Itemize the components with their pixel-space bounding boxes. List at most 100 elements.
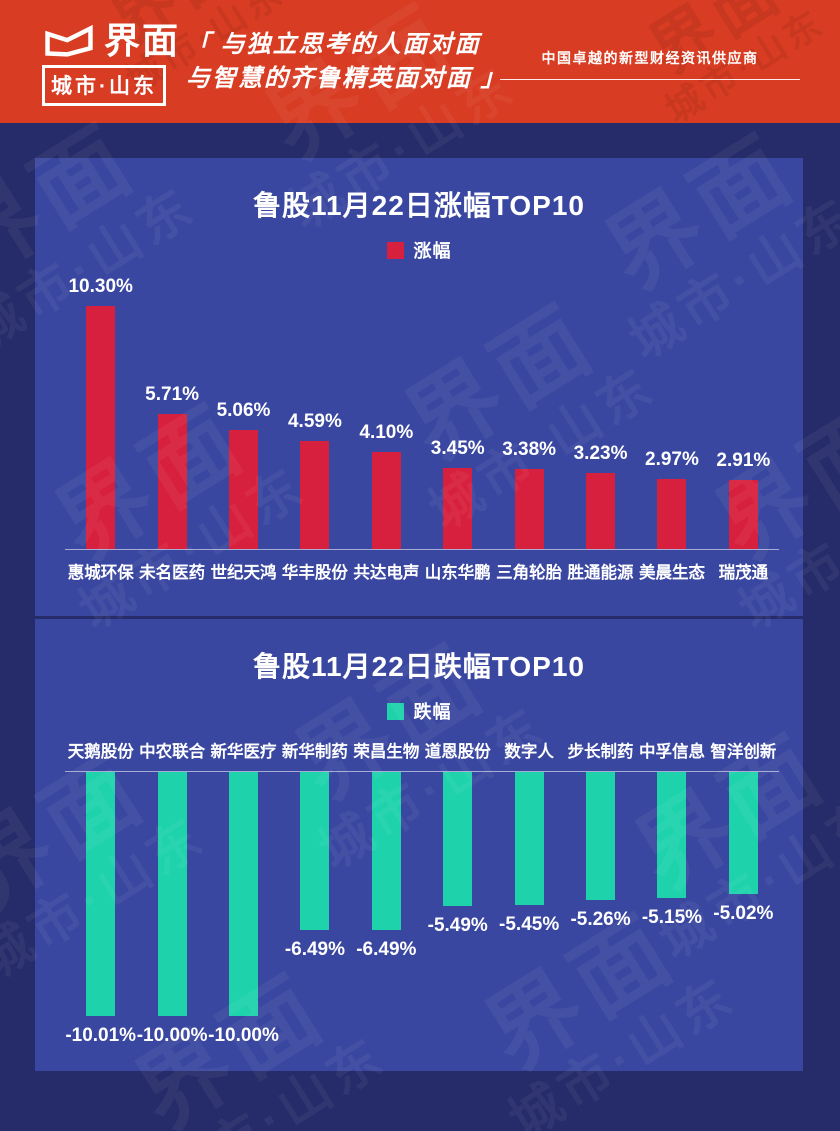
gainers-legend: 涨幅	[35, 237, 803, 263]
bar-value-label: -5.15%	[641, 907, 703, 928]
category-label: 中孚信息	[638, 743, 705, 761]
bar-slot: -5.26%	[565, 772, 636, 1060]
bar-slot: -5.02%	[708, 772, 779, 1060]
category-label: 瑞茂通	[718, 564, 769, 582]
category-label: 山东华鹏	[424, 564, 491, 582]
bar	[514, 469, 544, 549]
gainers-legend-swatch	[386, 241, 404, 259]
category-label: 美晨生态	[638, 564, 705, 582]
losers-legend-label: 跌幅	[413, 702, 452, 722]
category-label: 华丰股份	[281, 564, 348, 582]
header-quote: 「 与独立思考的人面对面 与智慧的齐鲁精英面对面 」	[186, 28, 507, 96]
bar-slot: 5.71%	[136, 271, 207, 549]
bar	[86, 306, 116, 549]
category-label: 数字人	[504, 743, 554, 761]
losers-category-axis: 天鹅股份 中农联合 新华医疗 新华制药 荣昌生物 道恩股份 数字人 步长制药 中孚信息 智洋创新	[35, 738, 803, 771]
bar	[728, 772, 758, 894]
losers-chart-title: 鲁股11月22日跌幅TOP10	[253, 651, 585, 682]
gainers-category-axis: 惠城环保 未名医药 世纪天鸿 华丰股份 共达电声 山东华鹏 三角轮胎 胜通能源 美晨生态 瑞茂通	[35, 550, 803, 583]
category-label: 新华制药	[281, 743, 348, 761]
category-label: 三角轮胎	[496, 564, 563, 582]
category-label: 世纪天鸿	[210, 564, 277, 582]
category-label: 道恩股份	[424, 743, 491, 761]
bar	[443, 468, 473, 549]
bar-slot: 3.45%	[422, 271, 493, 549]
bar	[86, 772, 116, 1016]
bar-value-label: 5.71%	[145, 384, 200, 405]
category-label: 新华医疗	[210, 743, 277, 761]
bar-slot: -10.01%	[65, 772, 136, 1060]
bar-value-label: -5.45%	[499, 914, 560, 935]
bar-value-label: -10.00%	[136, 1025, 208, 1046]
bar	[371, 772, 401, 930]
gainers-axis-line	[65, 549, 779, 550]
bar-value-label: -6.49%	[284, 939, 346, 960]
bar-slot: -10.00%	[136, 772, 208, 1060]
bar-slot: -5.15%	[636, 772, 707, 1060]
bar-value-label: 3.45%	[430, 438, 485, 459]
bar-value-label: -10.01%	[65, 1025, 137, 1046]
bar-value-label: -5.02%	[713, 903, 774, 924]
bar-slot: 4.59%	[279, 271, 350, 549]
losers-axis-line	[65, 771, 779, 772]
bar-value-label: 2.97%	[645, 449, 699, 470]
bar	[657, 479, 687, 549]
bar-slot: 4.10%	[351, 271, 422, 549]
bar-value-label: -5.26%	[570, 909, 631, 930]
quote-line-2: 与智慧的齐鲁精英面对面 」	[186, 65, 507, 92]
bar-slot: 5.06%	[208, 271, 279, 549]
category-label: 天鹅股份	[67, 743, 134, 761]
category-label: 共达电声	[353, 564, 420, 582]
bar	[157, 414, 187, 549]
losers-legend-swatch	[386, 702, 404, 720]
bar-value-label: 4.10%	[359, 422, 414, 443]
category-label: 中农联合	[139, 743, 206, 761]
category-label: 胜通能源	[567, 564, 634, 582]
category-label: 惠城环保	[67, 564, 134, 582]
bar-value-label: 4.59%	[287, 411, 342, 432]
gainers-chart-title: 鲁股11月22日涨幅TOP10	[253, 190, 585, 221]
bar	[443, 772, 473, 906]
bar	[229, 430, 259, 549]
bar	[586, 772, 616, 900]
bar-slot: 3.23%	[565, 271, 636, 549]
jiemian-logo-icon	[45, 24, 93, 57]
bar-slot: -6.49%	[279, 772, 350, 1060]
bar	[157, 772, 187, 1016]
brand-name-text: 界面	[104, 20, 181, 61]
bar-slot: 10.30%	[65, 271, 136, 549]
bar-value-label: 5.06%	[216, 400, 271, 421]
brand-logo-block: 界面 城市·山东	[42, 20, 181, 106]
bar-slot: 2.97%	[636, 271, 707, 549]
bar-slot: -10.00%	[208, 772, 279, 1060]
bar	[300, 772, 330, 930]
gainers-bars-area: 10.30% 5.71% 5.06% 4.59% 4.10% 3.45% 3.38% 3.23…	[35, 271, 803, 549]
losers-chart-panel: 鲁股11月22日跌幅TOP10 跌幅 天鹅股份 中农联合 新华医疗 新华制药 荣昌生物道…	[35, 619, 803, 1071]
category-label: 步长制药	[567, 743, 634, 761]
losers-bars-area: -10.01% -10.00% -10.00% -6.49% -6.49% -5.49% -…	[35, 772, 803, 1060]
bar-value-label: 2.91%	[716, 450, 771, 471]
bar-value-label: 10.30%	[68, 276, 133, 297]
bar-slot: 3.38%	[493, 271, 564, 549]
bar	[514, 772, 544, 905]
category-label: 荣昌生物	[353, 743, 420, 761]
bar-slot: -6.49%	[351, 772, 422, 1060]
bar	[229, 772, 259, 1016]
losers-legend: 跌幅	[35, 698, 803, 724]
bar	[371, 452, 401, 549]
gainers-chart-panel: 鲁股11月22日涨幅TOP10 涨幅 10.30% 5.71% 5.06% 4.59%…	[35, 158, 803, 616]
category-label: 智洋创新	[710, 743, 777, 761]
bar-slot: -5.49%	[422, 772, 493, 1060]
bar-value-label: 3.23%	[573, 443, 628, 464]
category-label: 未名医药	[139, 564, 206, 582]
bar-value-label: -6.49%	[356, 939, 417, 960]
header-tagline: 中国卓越的新型财经资讯供应商	[500, 48, 800, 80]
bar	[300, 441, 330, 549]
bar-value-label: -10.00%	[208, 1025, 279, 1046]
brand-badge: 城市·山东	[42, 65, 166, 106]
bar	[586, 473, 616, 549]
bar-value-label: 3.38%	[502, 439, 557, 460]
bar-slot: 2.91%	[708, 271, 779, 549]
bar	[728, 480, 758, 549]
